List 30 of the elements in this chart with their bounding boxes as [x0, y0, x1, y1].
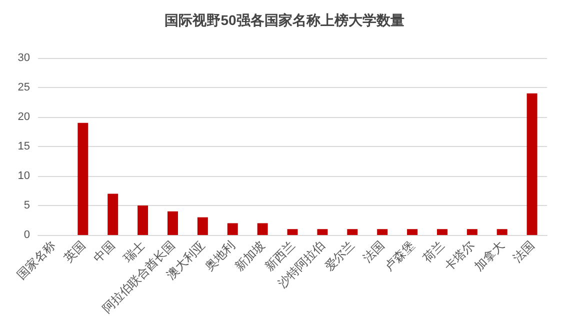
bar [78, 122, 88, 235]
x-tick-label: 英国 [60, 238, 88, 265]
bar [377, 229, 388, 235]
y-tick-label: 0 [24, 229, 30, 241]
x-tick-label: 法国 [510, 238, 537, 265]
bar [466, 229, 478, 235]
y-tick-label: 20 [18, 111, 30, 123]
bar [407, 229, 418, 235]
bar [167, 211, 178, 235]
bar [227, 223, 238, 235]
bar [436, 229, 448, 235]
x-tick-label: 国家名称 [14, 238, 58, 282]
y-tick-label: 5 [24, 200, 30, 212]
x-tick-label: 中国 [90, 238, 118, 265]
bar [526, 93, 538, 235]
chart-title: 国际视野50强各国家名称上榜大学数量 [164, 12, 404, 28]
bar [287, 229, 298, 235]
bar [197, 217, 208, 235]
y-tick-label: 10 [18, 170, 30, 182]
bar [138, 206, 148, 235]
y-tick-label: 15 [18, 140, 30, 152]
y-tick-label: 30 [18, 52, 30, 64]
bar [496, 229, 508, 235]
x-tick-label: 法国 [360, 238, 388, 265]
bar [347, 229, 358, 235]
bar [317, 229, 328, 235]
bar [108, 194, 118, 235]
x-tick-label: 荷兰 [420, 238, 448, 265]
bar [257, 223, 268, 235]
y-tick-label: 25 [18, 82, 30, 94]
